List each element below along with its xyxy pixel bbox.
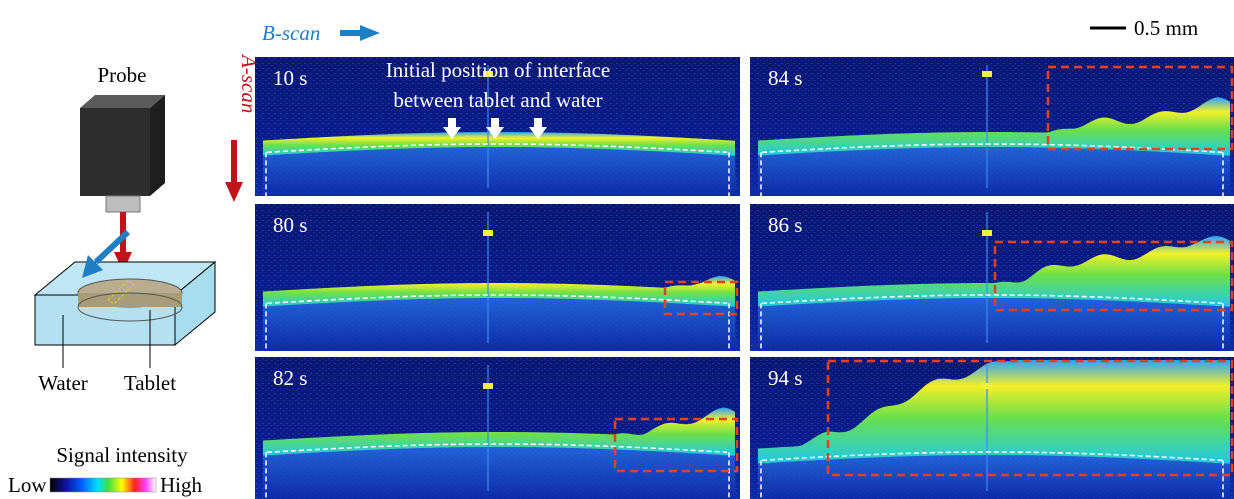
interface-line <box>266 143 728 154</box>
artifact-spot <box>483 230 493 236</box>
probe-side <box>150 95 165 196</box>
artifact-spot <box>483 383 493 389</box>
time-label: 86 s <box>768 213 802 237</box>
swollen-layer <box>758 97 1230 156</box>
interface-arrow <box>448 118 456 128</box>
oct-panel: 82 s <box>255 357 740 499</box>
substrate <box>758 298 1230 351</box>
substrate <box>758 455 1230 499</box>
substrate <box>263 298 736 351</box>
interface-arrow-head <box>486 127 504 139</box>
time-label: 10 s <box>273 66 307 90</box>
interface-arrow <box>491 118 499 128</box>
colorbar-title: Signal intensity <box>56 443 188 467</box>
artifact-spot <box>982 230 992 236</box>
artifact-spot <box>483 71 493 77</box>
swollen-layer <box>263 407 735 456</box>
swollen-layer <box>758 236 1230 307</box>
interface-line <box>266 443 728 454</box>
probe-front <box>80 108 150 196</box>
colorbar <box>49 477 157 493</box>
panels: 10 s 80 s 82 s 84 s 86 s 94 s <box>255 57 1234 499</box>
swollen-layer <box>263 276 735 307</box>
b-scan-arrow-head <box>360 25 380 41</box>
time-label: 82 s <box>273 366 307 390</box>
b-scan-label: B-scan <box>262 21 320 45</box>
interface-line <box>761 143 1223 154</box>
artifact-spot <box>982 383 992 389</box>
a-scan-arrow-head <box>225 182 243 202</box>
annotation: Initial position of interface between ta… <box>386 58 611 139</box>
interface-arrow <box>534 118 542 128</box>
time-label: 80 s <box>273 213 307 237</box>
interface-line <box>761 451 1223 462</box>
region-box <box>613 417 739 473</box>
b-scan-direction <box>93 229 131 265</box>
tablet-side <box>78 293 182 307</box>
swollen-layer <box>758 360 1230 464</box>
annotation-line: Initial position of interface <box>386 58 611 82</box>
region-box <box>993 240 1234 312</box>
scale-bar-label: 0.5 mm <box>1134 16 1198 40</box>
region-box <box>826 359 1234 477</box>
substrate <box>758 147 1230 196</box>
tablet-label: Tablet <box>124 371 176 395</box>
time-label: 84 s <box>768 66 802 90</box>
oct-panel: 84 s <box>750 57 1234 196</box>
interface-line <box>266 294 728 305</box>
colorbar-low: Low <box>8 473 47 497</box>
time-label: 94 s <box>768 366 802 390</box>
oct-panel: 80 s <box>255 204 740 351</box>
region-box <box>1046 65 1234 151</box>
substrate <box>263 447 736 499</box>
substrate <box>263 147 736 196</box>
probe-top <box>80 95 165 108</box>
interface-line <box>761 294 1223 305</box>
tablet-edge <box>77 292 183 322</box>
probe-label: Probe <box>98 63 147 87</box>
scan-region <box>107 279 135 305</box>
colorbar-high: High <box>160 473 203 497</box>
water-label: Water <box>38 371 88 395</box>
b-scan-direction-head <box>82 255 103 278</box>
interface-arrow-head <box>443 127 461 139</box>
annotation-line: between tablet and water <box>393 88 602 112</box>
probe-lens <box>105 195 141 213</box>
oct-panel: 86 s <box>750 204 1234 351</box>
artifact-spot <box>982 71 992 77</box>
interface-arrow-head <box>529 127 547 139</box>
oct-panel: 94 s <box>750 357 1234 499</box>
